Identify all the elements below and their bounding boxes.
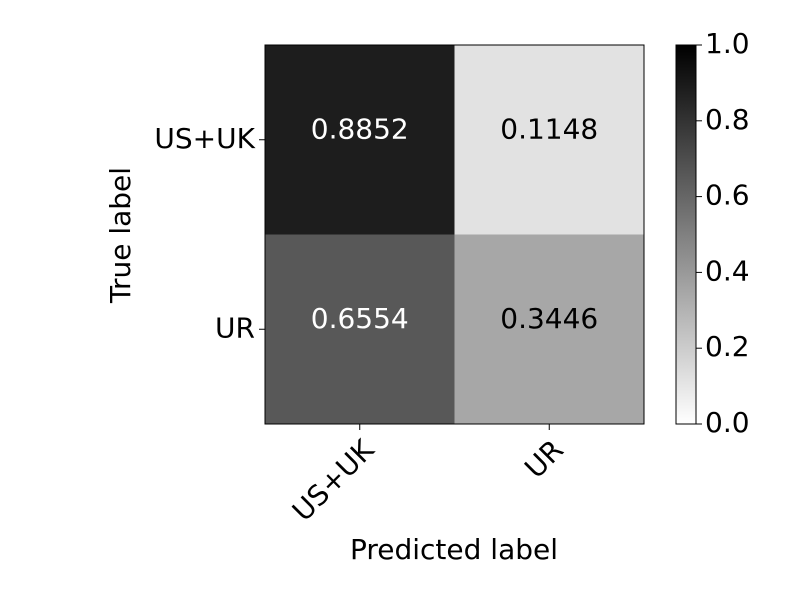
cell-label: 0.3446 bbox=[500, 302, 598, 335]
cell bbox=[454, 234, 644, 424]
colorbar-tick-label: 0.6 bbox=[705, 179, 750, 212]
colorbar-tick-label: 1.0 bbox=[705, 27, 750, 60]
cell-label: 0.8852 bbox=[311, 112, 409, 145]
cell bbox=[265, 234, 455, 424]
cell bbox=[454, 45, 644, 235]
colorbar bbox=[675, 44, 697, 425]
colorbar-tick-label: 0.4 bbox=[705, 254, 750, 287]
y-tick-label: US+UK bbox=[154, 122, 255, 155]
colorbar-tick-label: 0.0 bbox=[705, 406, 750, 439]
cell-label: 0.6554 bbox=[311, 302, 409, 335]
colorbar-tick-label: 0.2 bbox=[705, 330, 750, 363]
colorbar-tick-label: 0.8 bbox=[705, 103, 750, 136]
y-tick-label: UR bbox=[215, 311, 255, 344]
x-axis-label: Predicted label bbox=[350, 533, 558, 566]
cell bbox=[265, 45, 455, 235]
x-tick-label: US+UK bbox=[286, 433, 381, 528]
x-tick-label: UR bbox=[518, 433, 570, 485]
cell-label: 0.1148 bbox=[500, 112, 598, 145]
y-axis-label: True label bbox=[104, 167, 137, 304]
plot-frame bbox=[264, 44, 645, 425]
